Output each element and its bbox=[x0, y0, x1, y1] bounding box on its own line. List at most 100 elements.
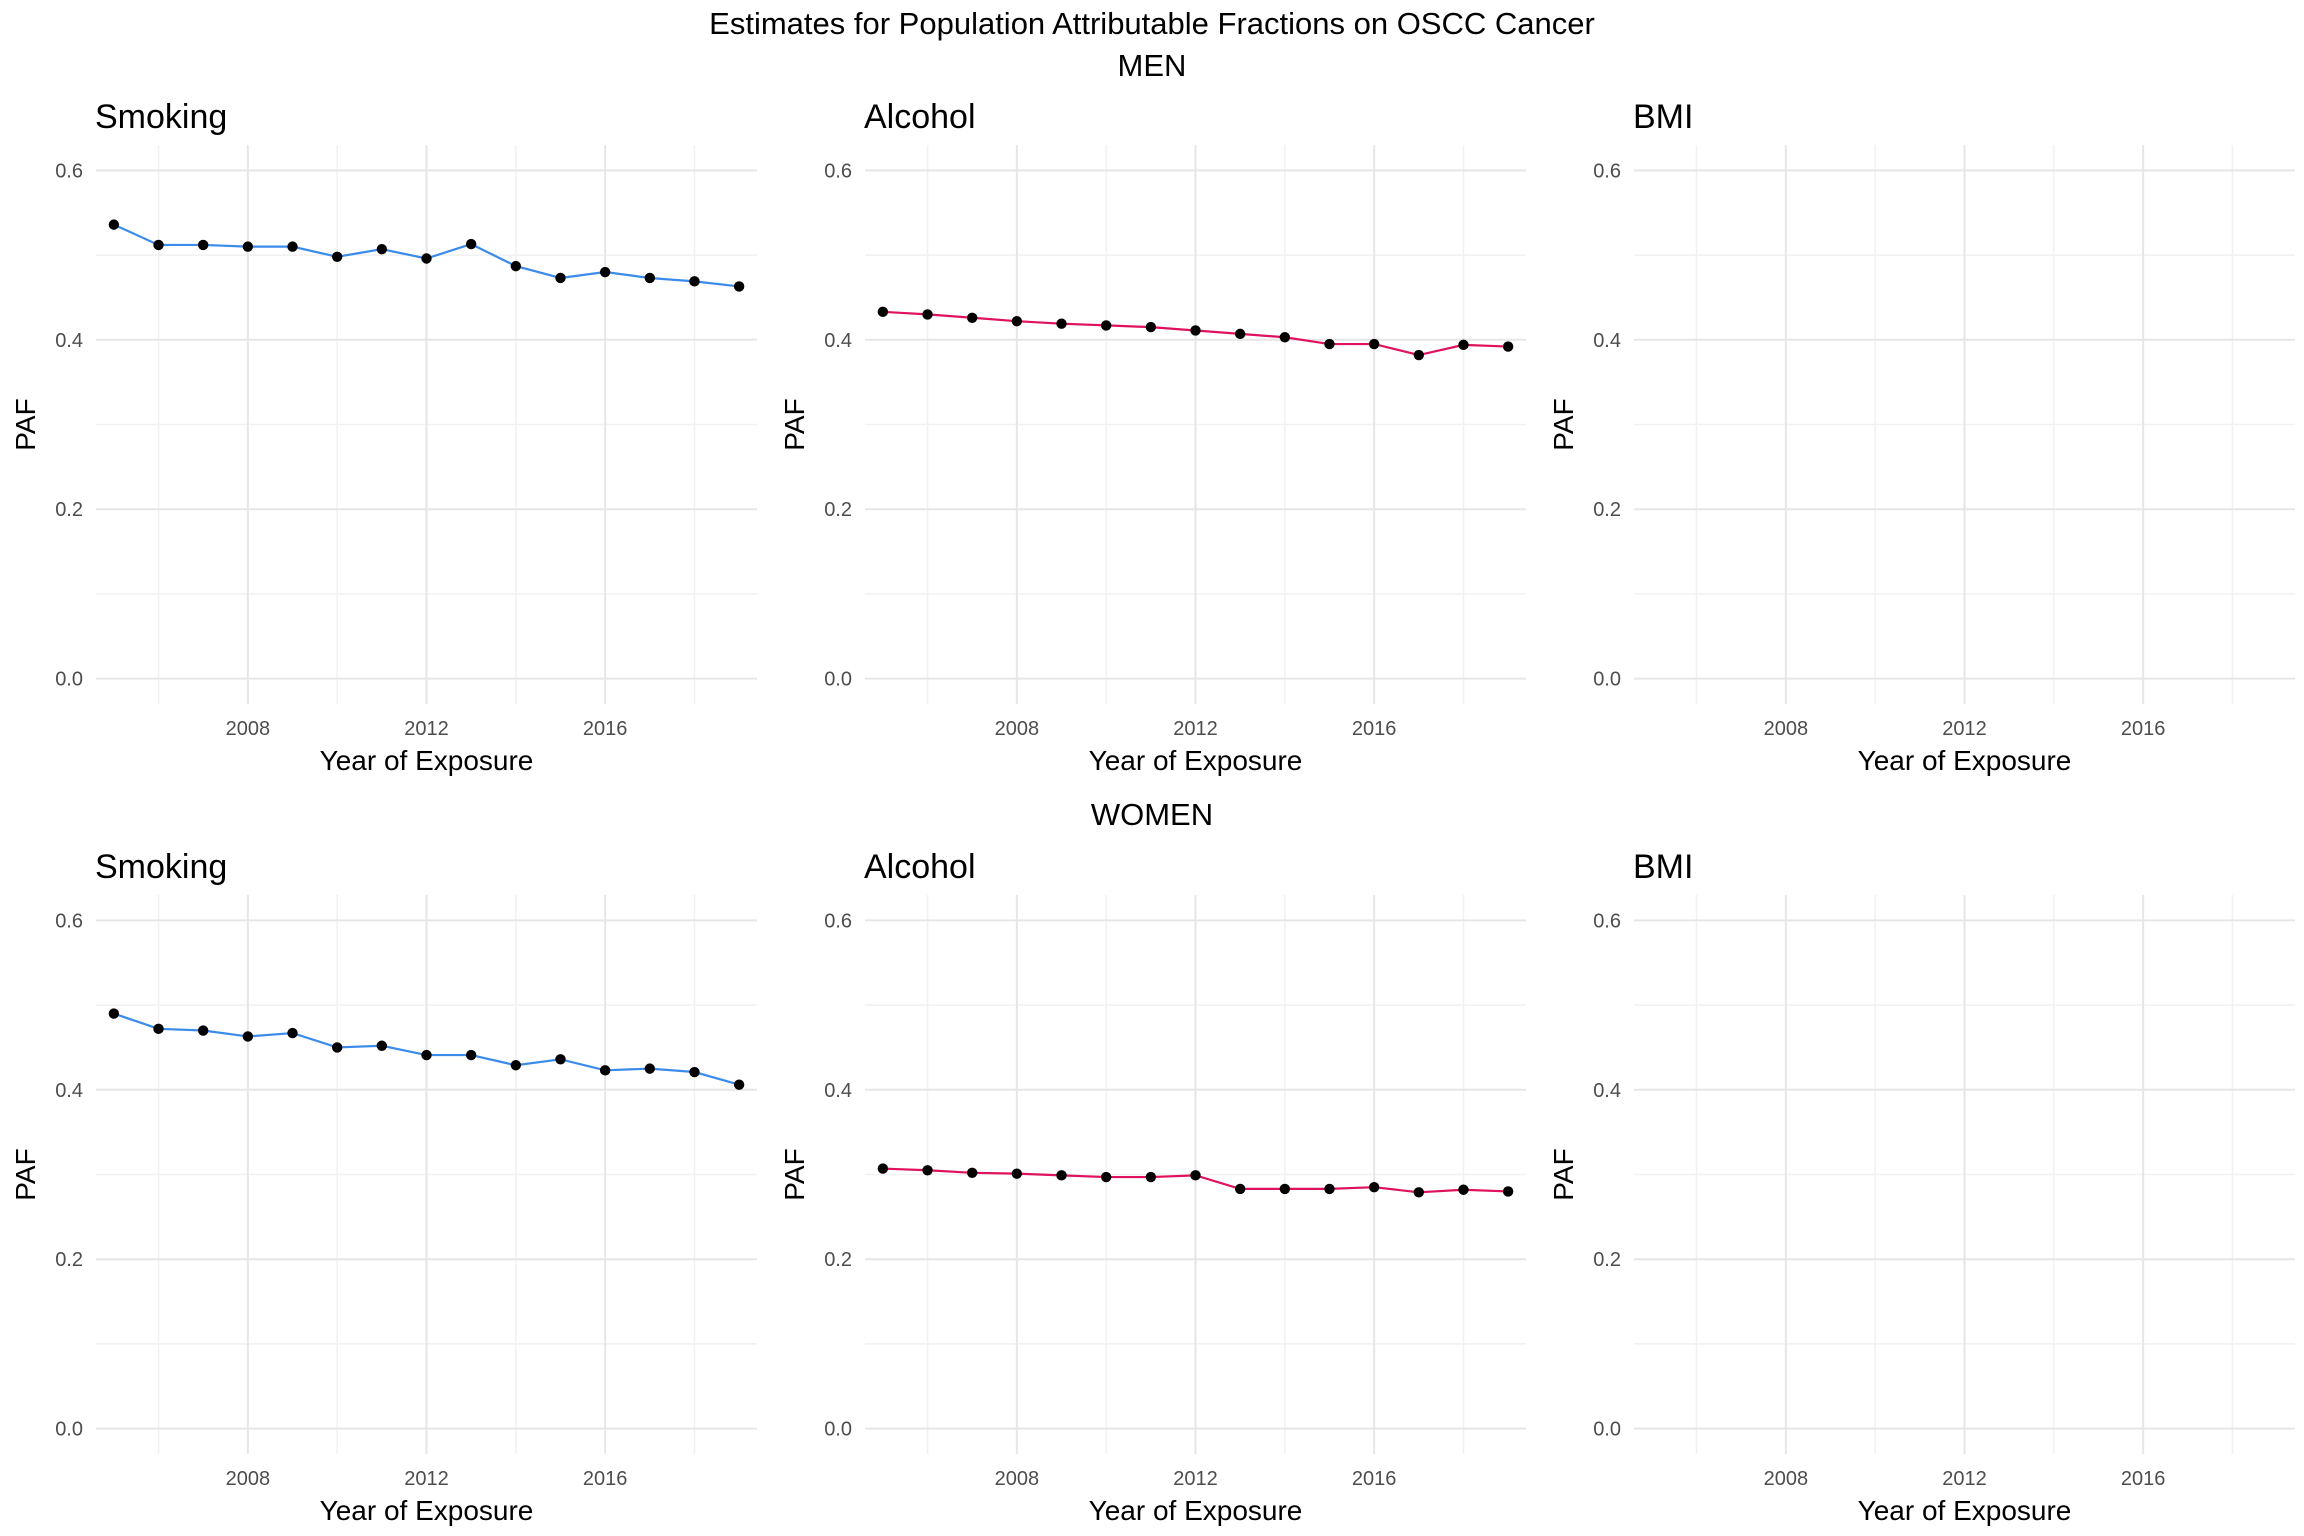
data-point bbox=[644, 272, 656, 284]
data-point bbox=[733, 281, 745, 292]
data-point bbox=[1458, 1184, 1469, 1195]
y-tick-label: 0.4 bbox=[1593, 1080, 1621, 1102]
y-tick-label: 0.0 bbox=[824, 1419, 852, 1441]
y-tick-label: 0.4 bbox=[1593, 330, 1621, 352]
data-point bbox=[599, 1065, 611, 1076]
data-point bbox=[1190, 1170, 1201, 1181]
data-point bbox=[966, 312, 978, 323]
y-tick-label: 0.6 bbox=[1593, 910, 1621, 932]
data-point bbox=[922, 1165, 933, 1176]
data-point bbox=[1279, 1183, 1291, 1195]
row-title-women: WOMEN bbox=[1090, 797, 1214, 832]
data-point bbox=[376, 243, 388, 255]
data-point bbox=[599, 266, 611, 278]
y-tick-label: 0.4 bbox=[55, 330, 83, 352]
panel-men-alcohol: 0.0 0.2 0.4 0.6 2008 2012 2016 Alcohol Year of E… bbox=[779, 98, 1526, 776]
data-point bbox=[644, 1063, 656, 1074]
data-point bbox=[877, 1163, 889, 1174]
data-point bbox=[1324, 1183, 1335, 1195]
y-tick-label: 0.0 bbox=[1593, 1419, 1621, 1441]
row-title-men: MEN bbox=[1117, 48, 1187, 83]
data-point bbox=[1502, 1186, 1514, 1197]
y-tick-label: 0.0 bbox=[824, 669, 852, 691]
data-point bbox=[1145, 1171, 1157, 1183]
data-point bbox=[287, 1027, 298, 1039]
x-axis-label: Year of Exposure bbox=[320, 745, 534, 776]
data-point bbox=[1011, 315, 1023, 327]
data-point bbox=[331, 251, 343, 262]
data-point bbox=[1413, 1187, 1425, 1198]
y-tick-label: 0.2 bbox=[824, 499, 852, 521]
panel-women-smoking: 0.0 0.2 0.4 0.6 2008 2012 2016 Smoking Year of E… bbox=[10, 848, 757, 1526]
x-tick-label: 2016 bbox=[583, 718, 628, 740]
data-point bbox=[1056, 318, 1067, 329]
y-axis-label: PAF bbox=[1548, 398, 1579, 450]
panel-title: Alcohol bbox=[864, 848, 976, 886]
data-point bbox=[1234, 328, 1246, 340]
x-tick-label: 2008 bbox=[1764, 718, 1809, 740]
y-tick-label: 0.4 bbox=[55, 1080, 83, 1102]
data-point bbox=[108, 1008, 120, 1019]
data-point bbox=[510, 1060, 522, 1071]
data-point bbox=[555, 1054, 566, 1065]
y-axis-label: PAF bbox=[779, 1148, 810, 1200]
y-tick-label: 0.6 bbox=[55, 910, 83, 932]
figure-title: Estimates for Population Attributable Fr… bbox=[709, 6, 1595, 41]
data-point bbox=[1279, 332, 1291, 343]
y-tick-label: 0.6 bbox=[824, 910, 852, 932]
data-point bbox=[287, 241, 298, 252]
data-point bbox=[465, 238, 477, 250]
x-tick-label: 2012 bbox=[1942, 1468, 1987, 1490]
data-point bbox=[1368, 338, 1380, 350]
data-point bbox=[1011, 1168, 1023, 1179]
data-point bbox=[153, 1023, 164, 1035]
x-tick-label: 2016 bbox=[1352, 718, 1397, 740]
data-point bbox=[153, 239, 164, 251]
y-axis-label: PAF bbox=[10, 1148, 41, 1200]
x-tick-label: 2016 bbox=[2121, 1468, 2166, 1490]
data-point bbox=[1324, 338, 1335, 350]
x-axis-label: Year of Exposure bbox=[1089, 1495, 1303, 1526]
x-axis-label: Year of Exposure bbox=[1858, 1495, 2072, 1526]
y-tick-label: 0.6 bbox=[55, 160, 83, 182]
data-point bbox=[1056, 1170, 1067, 1181]
panel-women-alcohol: 0.0 0.2 0.4 0.6 2008 2012 2016 Alcohol Year of E… bbox=[779, 848, 1526, 1526]
data-point bbox=[1234, 1183, 1246, 1195]
y-axis-label: PAF bbox=[10, 398, 41, 450]
data-point bbox=[242, 1031, 254, 1042]
data-point bbox=[1458, 339, 1469, 351]
y-tick-label: 0.2 bbox=[1593, 1249, 1621, 1271]
x-tick-label: 2012 bbox=[1942, 718, 1987, 740]
x-tick-label: 2008 bbox=[1764, 1468, 1809, 1490]
x-axis-label: Year of Exposure bbox=[320, 1495, 534, 1526]
data-point bbox=[465, 1049, 477, 1061]
x-tick-label: 2012 bbox=[404, 1468, 449, 1490]
y-tick-label: 0.4 bbox=[824, 1080, 852, 1102]
y-tick-label: 0.0 bbox=[1593, 669, 1621, 691]
y-axis-label: PAF bbox=[1548, 1148, 1579, 1200]
y-tick-label: 0.2 bbox=[824, 1249, 852, 1271]
data-point bbox=[108, 219, 120, 230]
data-point bbox=[197, 1025, 209, 1036]
data-point bbox=[1100, 1171, 1112, 1183]
y-tick-label: 0.2 bbox=[55, 499, 83, 521]
y-tick-label: 0.6 bbox=[824, 160, 852, 182]
data-point bbox=[197, 239, 209, 251]
data-point bbox=[877, 306, 889, 318]
data-point bbox=[1502, 341, 1514, 352]
data-point bbox=[421, 253, 432, 264]
data-point bbox=[1413, 349, 1425, 361]
panel-men-bmi: 0.0 0.2 0.4 0.6 2008 2012 2016 BMI Year of Expos… bbox=[1548, 98, 2295, 776]
data-point bbox=[1100, 320, 1112, 331]
data-point bbox=[689, 276, 700, 287]
panel-women-bmi: 0.0 0.2 0.4 0.6 2008 2012 2016 BMI Year of Expos… bbox=[1548, 848, 2295, 1526]
data-point bbox=[331, 1042, 343, 1053]
panel-title: Alcohol bbox=[864, 98, 976, 136]
data-point bbox=[1190, 325, 1201, 336]
data-point bbox=[510, 260, 522, 272]
panel-title: Smoking bbox=[95, 98, 227, 136]
y-tick-label: 0.0 bbox=[55, 669, 83, 691]
data-point bbox=[1368, 1182, 1380, 1193]
x-tick-label: 2008 bbox=[226, 1468, 271, 1490]
